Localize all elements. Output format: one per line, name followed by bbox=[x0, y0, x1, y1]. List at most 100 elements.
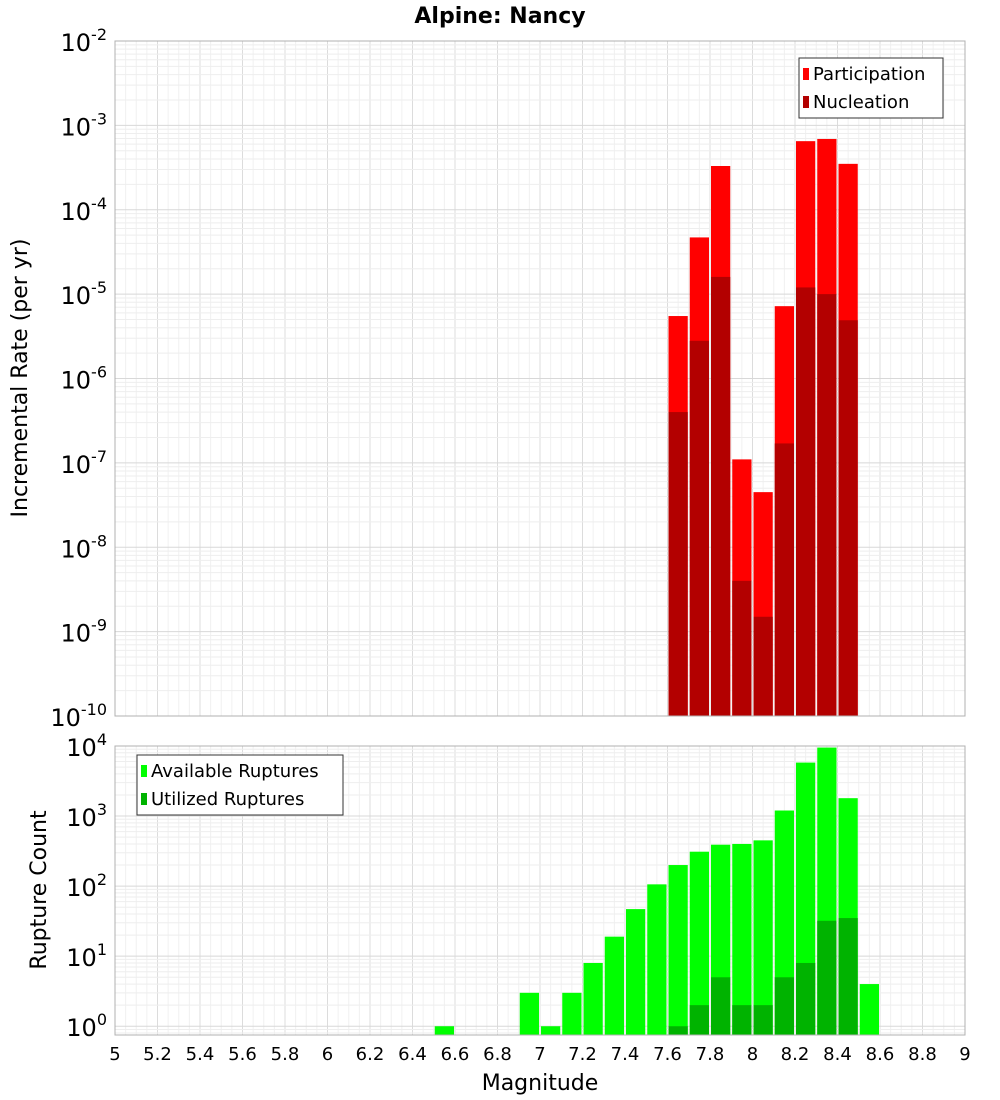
chart-title: Alpine: Nancy bbox=[414, 4, 585, 29]
y-tick-exponent: 3 bbox=[97, 800, 107, 819]
y-tick-exponent: -7 bbox=[91, 447, 107, 466]
bar-available-ruptures bbox=[859, 984, 879, 1035]
bar-nucleation bbox=[796, 287, 816, 716]
x-tick-label: 9 bbox=[959, 1044, 970, 1065]
bar-utilized-ruptures bbox=[753, 1005, 773, 1035]
x-tick-label: 6.2 bbox=[356, 1044, 385, 1065]
legend-box bbox=[798, 57, 944, 119]
bar-available-ruptures bbox=[647, 884, 667, 1035]
legend-swatch bbox=[803, 68, 809, 80]
bar-available-ruptures bbox=[668, 865, 688, 1035]
x-tick-label: 5.2 bbox=[143, 1044, 172, 1065]
x-tick-label: 7 bbox=[534, 1044, 545, 1065]
y-tick-label: 10-9 bbox=[61, 616, 108, 648]
y-tick-exponent: -2 bbox=[91, 25, 107, 44]
participation-rate-panel: 10-2 10-3 10-4 10-5 10-6 10-7 10-8 10-9 10-10 In… bbox=[8, 25, 966, 732]
y-tick-label: 103 bbox=[66, 800, 107, 832]
y-tick-label: 10-2 bbox=[61, 25, 108, 57]
y-tick-exponent: -10 bbox=[81, 700, 107, 719]
bar-utilized-ruptures bbox=[838, 918, 858, 1035]
bar-available-ruptures bbox=[604, 936, 624, 1035]
y-tick-exponent: -9 bbox=[91, 616, 107, 635]
bar-nucleation bbox=[753, 616, 773, 716]
y-tick-label: 102 bbox=[66, 870, 107, 902]
y-tick-exponent: 2 bbox=[97, 870, 107, 889]
x-tick-label: 7.4 bbox=[611, 1044, 640, 1065]
legend-swatch bbox=[803, 96, 809, 108]
bar-available-ruptures bbox=[626, 909, 646, 1035]
bottom-legend: Available Ruptures Utilized Ruptures bbox=[136, 754, 344, 816]
bottom-plot-border bbox=[114, 745, 966, 1036]
x-tick-label: 8.6 bbox=[866, 1044, 895, 1065]
x-tick-label: 5 bbox=[109, 1044, 120, 1065]
y-tick-label: 10-10 bbox=[50, 700, 107, 732]
bar-utilized-ruptures bbox=[689, 1005, 709, 1035]
bar-nucleation bbox=[711, 276, 731, 716]
x-tick-label: 7.2 bbox=[568, 1044, 597, 1065]
x-tick-label: 8 bbox=[747, 1044, 758, 1065]
y-tick-label: 10-4 bbox=[61, 194, 108, 226]
y-tick-exponent: 0 bbox=[97, 1010, 107, 1029]
top-legend: Participation Nucleation bbox=[798, 57, 944, 119]
bar-available-ruptures bbox=[732, 843, 752, 1035]
bar-nucleation bbox=[668, 412, 688, 716]
bar-utilized-ruptures bbox=[711, 977, 731, 1035]
bar-available-ruptures bbox=[562, 992, 582, 1035]
y-tick-exponent: -5 bbox=[91, 278, 107, 297]
bottom-y-axis-label: Rupture Count bbox=[27, 810, 52, 970]
x-tick-label: 5.6 bbox=[228, 1044, 257, 1065]
legend-label: Nucleation bbox=[813, 92, 909, 113]
bar-nucleation bbox=[817, 294, 837, 716]
bar-available-ruptures bbox=[519, 992, 539, 1035]
bar-available-ruptures bbox=[434, 1026, 454, 1035]
x-tick-label: 6.8 bbox=[483, 1044, 512, 1065]
bar-available-ruptures bbox=[541, 1026, 561, 1035]
bar-nucleation bbox=[774, 443, 794, 716]
y-tick-exponent: -8 bbox=[91, 531, 107, 550]
legend-label: Participation bbox=[813, 64, 925, 85]
bar-utilized-ruptures bbox=[796, 962, 816, 1035]
bar-utilized-ruptures bbox=[668, 1026, 688, 1035]
y-tick-label: 104 bbox=[66, 730, 107, 762]
y-tick-exponent: -4 bbox=[91, 194, 107, 213]
legend-label: Available Ruptures bbox=[151, 761, 319, 782]
x-tick-label: 6.6 bbox=[441, 1044, 470, 1065]
bar-nucleation bbox=[689, 340, 709, 716]
y-tick-exponent: 4 bbox=[97, 730, 107, 749]
x-tick-label: 6.4 bbox=[398, 1044, 427, 1065]
bar-utilized-ruptures bbox=[817, 920, 837, 1035]
bar-utilized-ruptures bbox=[732, 1005, 752, 1035]
y-tick-label: 10-6 bbox=[61, 363, 108, 395]
bar-nucleation bbox=[838, 320, 858, 716]
y-tick-exponent: -3 bbox=[91, 109, 107, 128]
legend-swatch bbox=[141, 765, 147, 777]
x-tick-labels: 5 5.2 5.4 5.6 5.8 6 6.2 6.4 6.6 6.8 7 7.2 7.4 7.6 7.8 8… bbox=[109, 1044, 970, 1065]
bottom-bars bbox=[434, 747, 879, 1035]
y-tick-exponent: 1 bbox=[97, 940, 107, 959]
y-tick-label: 101 bbox=[66, 940, 107, 972]
legend-label: Utilized Ruptures bbox=[151, 789, 304, 810]
top-y-axis-label: Incremental Rate (per yr) bbox=[8, 239, 33, 518]
y-tick-label: 100 bbox=[66, 1010, 107, 1042]
bar-utilized-ruptures bbox=[774, 977, 794, 1035]
y-tick-exponent: -6 bbox=[91, 363, 107, 382]
bar-available-ruptures bbox=[583, 962, 603, 1035]
x-tick-label: 8.4 bbox=[823, 1044, 852, 1065]
top-gridlines bbox=[114, 40, 966, 717]
legend-swatch bbox=[141, 793, 147, 805]
bar-available-ruptures bbox=[689, 851, 709, 1035]
x-tick-label: 8.8 bbox=[908, 1044, 937, 1065]
x-tick-label: 6 bbox=[322, 1044, 333, 1065]
top-bars bbox=[668, 138, 858, 717]
top-plot-border bbox=[114, 40, 966, 717]
bar-available-ruptures bbox=[753, 840, 773, 1035]
x-tick-label: 8.2 bbox=[781, 1044, 810, 1065]
legend-box bbox=[136, 754, 344, 816]
x-tick-label: 7.8 bbox=[696, 1044, 725, 1065]
top-y-tick-labels: 10-2 10-3 10-4 10-5 10-6 10-7 10-8 10-9 10-10 bbox=[50, 25, 107, 732]
y-tick-label: 10-5 bbox=[61, 278, 108, 310]
y-tick-label: 10-3 bbox=[61, 109, 108, 141]
